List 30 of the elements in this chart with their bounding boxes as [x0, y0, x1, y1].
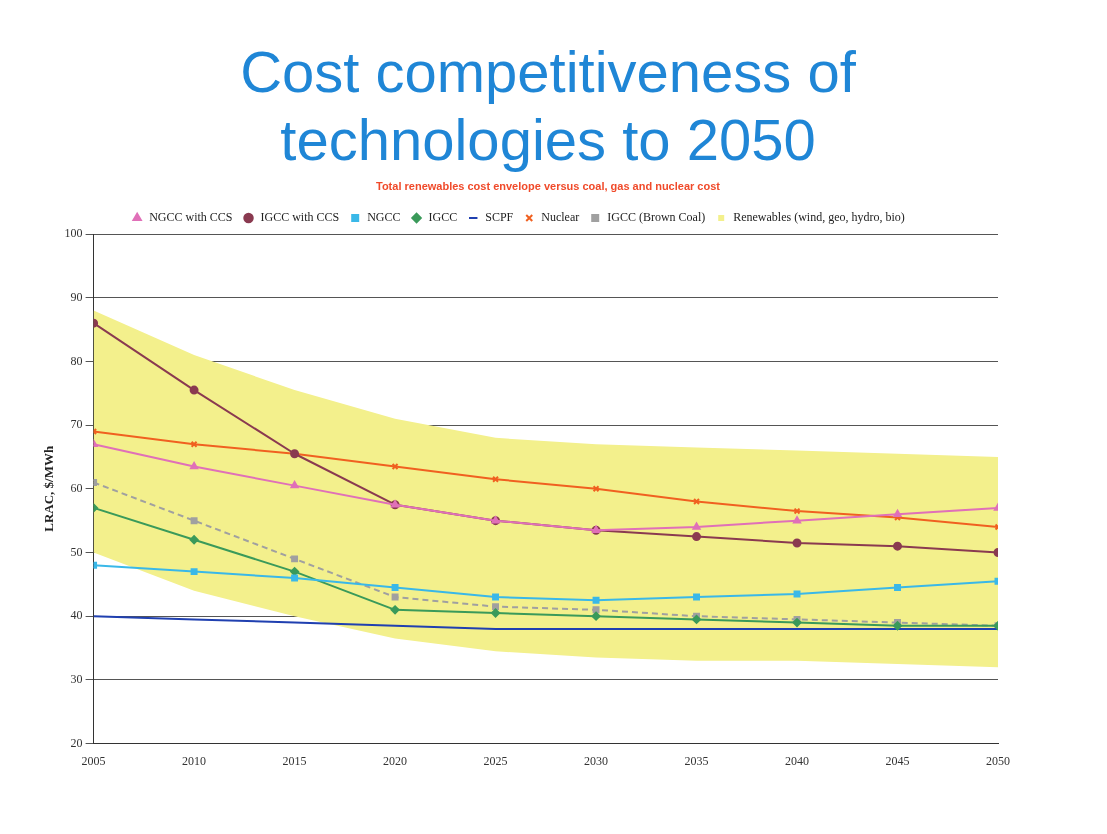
y-tick-label: 40 — [70, 608, 83, 623]
y-tick-label: 100 — [64, 226, 83, 241]
legend-label: NGCC with CCS — [149, 210, 233, 225]
x-tick-label: 2020 — [383, 753, 408, 768]
x-tick-label: 2030 — [584, 753, 609, 768]
y-tick-label: 30 — [70, 672, 83, 687]
legend-label: NGCC — [367, 210, 401, 225]
y-tick-label: 60 — [70, 480, 83, 495]
x-tick-label: 2015 — [282, 753, 307, 768]
y-tick-label: 80 — [70, 353, 83, 368]
legend-label: SCPF — [485, 210, 514, 225]
x-tick-label: 2040 — [785, 753, 810, 768]
legend-label: IGCC with CCS — [260, 210, 340, 225]
legend-label: Renewables (wind, geo, hydro, bio) — [733, 210, 905, 225]
x-tick-label: 2005 — [81, 753, 106, 768]
x-tick-label: 2050 — [986, 753, 1010, 768]
y-tick-label: 70 — [70, 417, 83, 432]
chart-title: Cost competitiveness of technologies to 2050 — [239, 38, 857, 174]
legend-label: IGCC (Brown Coal) — [607, 210, 706, 225]
y-tick-label: 20 — [70, 735, 83, 750]
x-tick-label: 2025 — [483, 753, 508, 768]
x-tick-label: 2010 — [182, 753, 207, 768]
y-axis-title: LRAC, $/MWh — [41, 445, 57, 532]
legend-label: IGCC — [428, 210, 458, 225]
x-tick-label: 2035 — [684, 753, 709, 768]
x-tick-label: 2045 — [885, 753, 910, 768]
y-tick-label: 90 — [70, 289, 83, 304]
chart-subtitle: Total renewables cost envelope versus coal, gas and nuclear cost — [375, 180, 721, 192]
y-tick-label: 50 — [70, 544, 83, 559]
legend-label: Nuclear — [541, 210, 580, 225]
